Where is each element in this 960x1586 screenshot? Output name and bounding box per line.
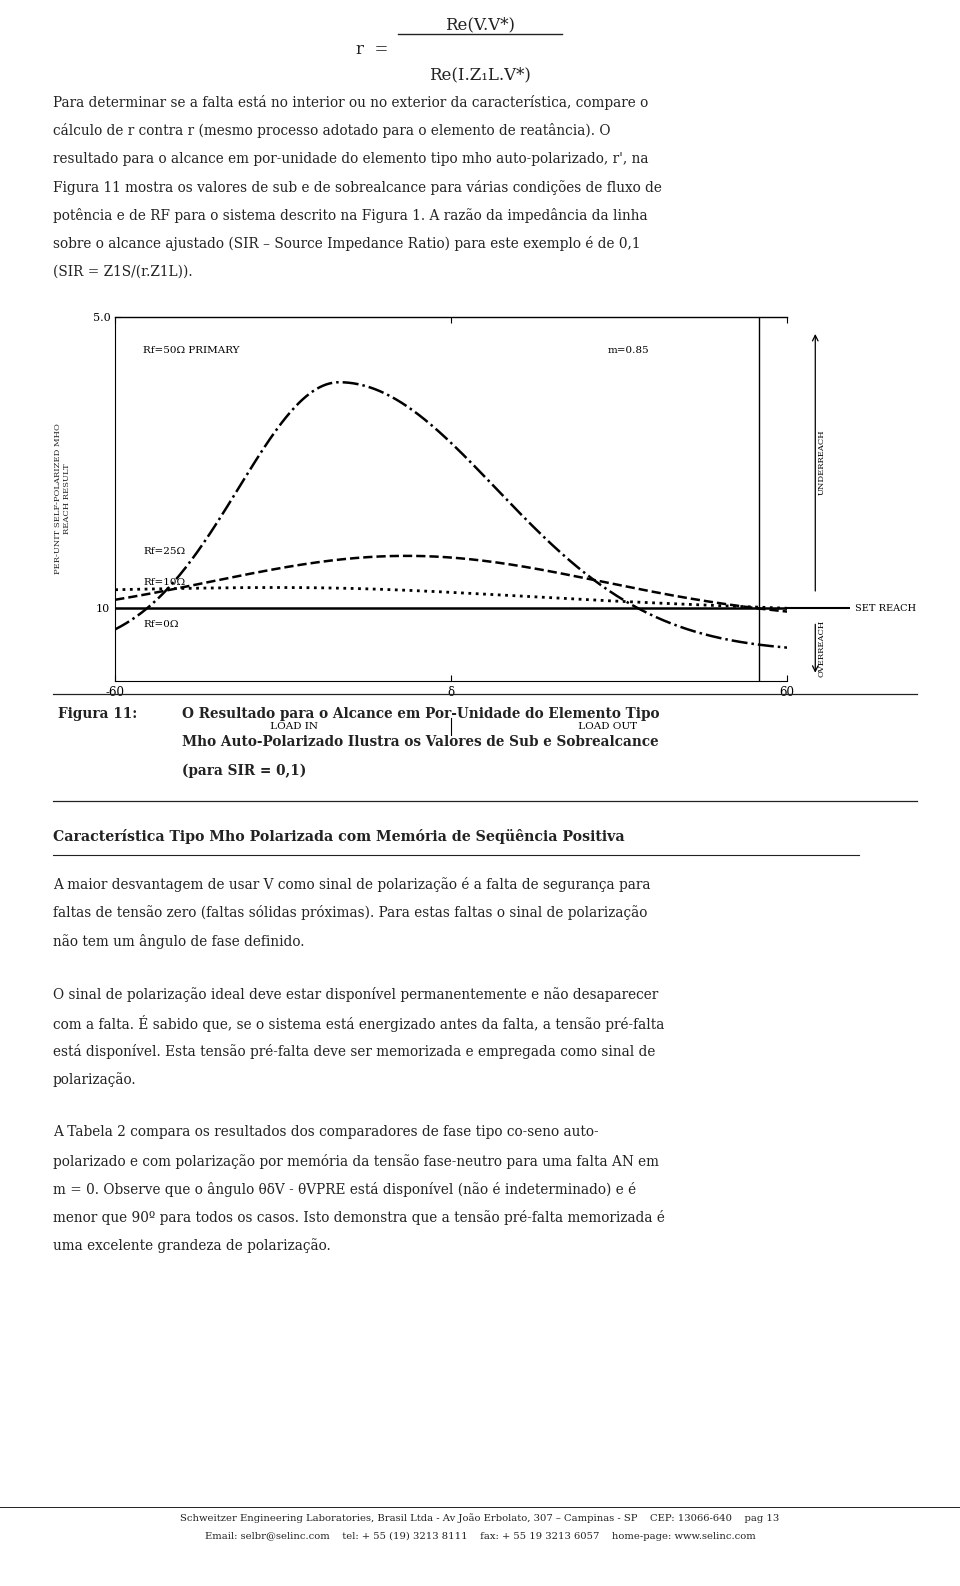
Text: polarizado e com polarização por memória da tensão fase-neutro para uma falta AN: polarizado e com polarização por memória…: [53, 1153, 659, 1169]
Text: resultado para o alcance em por-unidade do elemento tipo mho auto-polarizado, r': resultado para o alcance em por-unidade …: [53, 152, 648, 165]
Text: Rf=25Ω: Rf=25Ω: [143, 547, 185, 555]
Text: (para SIR = 0,1): (para SIR = 0,1): [182, 763, 306, 777]
Text: não tem um ângulo de fase definido.: não tem um ângulo de fase definido.: [53, 934, 304, 948]
Text: PER-UNIT SELF-POLARIZED MHO
REACH RESULT: PER-UNIT SELF-POLARIZED MHO REACH RESULT: [54, 423, 71, 574]
Text: SET REACH: SET REACH: [854, 604, 916, 612]
Text: Mho Auto-Polarizado Ilustra os Valores de Sub e Sobrealcance: Mho Auto-Polarizado Ilustra os Valores d…: [182, 734, 659, 749]
Text: O Resultado para o Alcance em Por-Unidade do Elemento Tipo: O Resultado para o Alcance em Por-Unidad…: [182, 707, 660, 720]
Text: Email: selbr@selinc.com    tel: + 55 (19) 3213 8111    fax: + 55 19 3213 6057   : Email: selbr@selinc.com tel: + 55 (19) 3…: [204, 1532, 756, 1542]
Text: A Tabela 2 compara os resultados dos comparadores de fase tipo co-seno auto-: A Tabela 2 compara os resultados dos com…: [53, 1126, 598, 1139]
Text: LOAD IN: LOAD IN: [267, 722, 322, 731]
Text: O sinal de polarização ideal deve estar disponível permanentemente e não desapar: O sinal de polarização ideal deve estar …: [53, 986, 658, 1002]
Text: Característica Tipo Mho Polarizada com Memória de Seqüência Positiva: Característica Tipo Mho Polarizada com M…: [53, 829, 624, 844]
Text: Rf=50Ω PRIMARY: Rf=50Ω PRIMARY: [143, 346, 240, 355]
Text: r  =: r =: [356, 41, 389, 57]
Text: está disponível. Esta tensão pré-falta deve ser memorizada e empregada como sina: está disponível. Esta tensão pré-falta d…: [53, 1044, 655, 1058]
Text: m=0.85: m=0.85: [608, 346, 650, 355]
Text: potência e de RF para o sistema descrito na Figura 1. A razão da impedância da l: potência e de RF para o sistema descrito…: [53, 208, 647, 224]
Text: menor que 90º para todos os casos. Isto demonstra que a tensão pré-falta memoriz: menor que 90º para todos os casos. Isto …: [53, 1210, 664, 1224]
Text: faltas de tensão zero (faltas sólidas próximas). Para estas faltas o sinal de po: faltas de tensão zero (faltas sólidas pr…: [53, 906, 647, 920]
Text: Re(V.V*): Re(V.V*): [445, 16, 515, 33]
Text: UNDERREACH: UNDERREACH: [818, 430, 826, 495]
Text: LOAD OUT: LOAD OUT: [575, 722, 640, 731]
Text: Re(I.Z₁L.V*): Re(I.Z₁L.V*): [429, 67, 531, 84]
Text: com a falta. É sabido que, se o sistema está energizado antes da falta, a tensão: com a falta. É sabido que, se o sistema …: [53, 1015, 664, 1032]
Text: Schweitzer Engineering Laboratories, Brasil Ltda - Av João Erbolato, 307 – Campi: Schweitzer Engineering Laboratories, Bra…: [180, 1513, 780, 1523]
Text: Figura 11 mostra os valores de sub e de sobrealcance para várias condições de fl: Figura 11 mostra os valores de sub e de …: [53, 179, 661, 195]
Text: Rf=10Ω: Rf=10Ω: [143, 577, 185, 587]
Text: sobre o alcance ajustado (SIR – Source Impedance Ratio) para este exemplo é de 0: sobre o alcance ajustado (SIR – Source I…: [53, 236, 640, 251]
Text: A maior desvantagem de usar V como sinal de polarização é a falta de segurança p: A maior desvantagem de usar V como sinal…: [53, 877, 650, 891]
Text: Figura 11:: Figura 11:: [58, 707, 137, 720]
Text: OVERREACH: OVERREACH: [818, 620, 826, 677]
Text: polarização.: polarização.: [53, 1072, 136, 1086]
Text: m = 0. Observe que o ângulo θδV - θVPRE está disponível (não é indeterminado) e : m = 0. Observe que o ângulo θδV - θVPRE …: [53, 1182, 636, 1197]
Text: cálculo de r contra r (mesmo processo adotado para o elemento de reatância). O: cálculo de r contra r (mesmo processo ad…: [53, 124, 611, 138]
Text: Para determinar se a falta está no interior ou no exterior da característica, co: Para determinar se a falta está no inter…: [53, 95, 648, 109]
Text: uma excelente grandeza de polarização.: uma excelente grandeza de polarização.: [53, 1239, 330, 1253]
Text: Rf=0Ω: Rf=0Ω: [143, 620, 179, 628]
Text: (SIR = Z1S/(r.Z1L)).: (SIR = Z1S/(r.Z1L)).: [53, 265, 192, 279]
